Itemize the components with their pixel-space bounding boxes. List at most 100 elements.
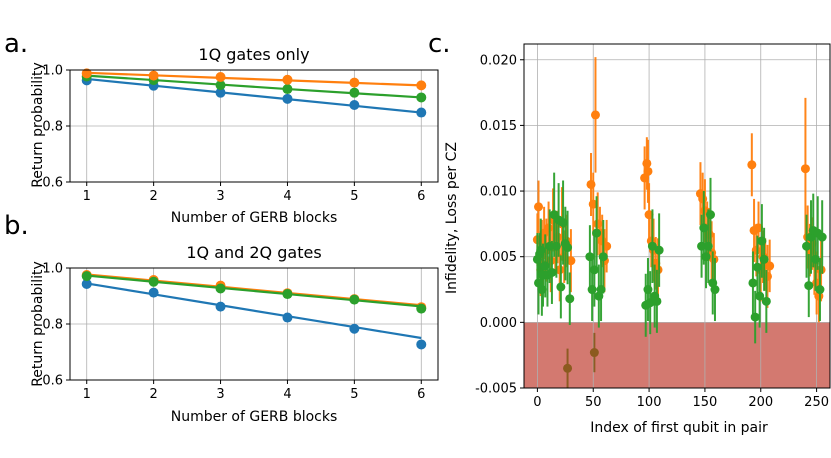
scatter-point [589, 348, 599, 358]
scatter-point [765, 261, 775, 271]
scatter-point [706, 210, 716, 220]
scatter-point [555, 265, 565, 275]
tick-label-x: 1 [83, 387, 91, 402]
scatter-point [802, 241, 812, 251]
tick-label-x: 4 [283, 189, 291, 204]
tick-label-y: 0.000 [480, 316, 517, 331]
tick-label-y: 1.0 [42, 262, 63, 277]
tick-label-x: 0 [533, 395, 541, 410]
scatter-point [536, 245, 546, 255]
data-point [81, 271, 92, 282]
scatter-point [816, 265, 826, 275]
scatter-point [547, 267, 557, 277]
tick-label-y: 0.6 [42, 176, 63, 191]
data-point [349, 323, 360, 334]
scatter-point [652, 296, 662, 306]
scatter-point [757, 236, 767, 246]
scatter-point [642, 158, 652, 168]
scatter-point [800, 164, 810, 174]
tick-label-x: 150 [693, 395, 718, 410]
tick-label-y: 0.6 [42, 374, 63, 389]
scatter-point [710, 285, 720, 295]
scatter-point [653, 265, 663, 275]
data-point [416, 92, 427, 103]
panel-c-xlabel: Index of first qubit in pair [590, 420, 768, 436]
data-point [81, 68, 92, 79]
scatter-point [537, 285, 547, 295]
data-point [349, 77, 360, 88]
tick-label-x: 5 [350, 387, 358, 402]
data-point [416, 107, 427, 118]
scatter-point [644, 210, 654, 220]
fit-line-1 [86, 74, 422, 99]
panel-c-ylabel: Infidelity, Loss per CZ [444, 142, 460, 294]
panel-a: a. 1Q gates only Number of GERB blocks R… [4, 29, 439, 226]
fit-line-2 [86, 71, 422, 87]
scatter-point [647, 241, 657, 251]
scatter-point [645, 298, 655, 308]
tick-label-x: 2 [149, 189, 157, 204]
scatter-point [762, 271, 772, 281]
data-point [282, 93, 293, 104]
tick-label-x: 6 [417, 387, 425, 402]
scatter-point [598, 252, 608, 262]
scatter-point [654, 245, 664, 255]
fit-line-0 [86, 282, 422, 340]
scatter-point [593, 219, 603, 229]
tick-label-x: 3 [216, 189, 224, 204]
scatter-point [815, 285, 825, 295]
panel-c: c. Index of first qubit in pair Infideli… [428, 29, 831, 436]
scatter-point [804, 281, 814, 291]
scatter-point [563, 243, 573, 253]
scatter-point [703, 241, 713, 251]
scatter-point [817, 232, 827, 242]
data-point [148, 70, 159, 81]
scatter-point [596, 285, 606, 295]
tick-label-x: 2 [149, 387, 157, 402]
data-point [349, 100, 360, 110]
tick-label-x: 4 [283, 387, 291, 402]
data-point [215, 301, 226, 312]
panel-b-title: 1Q and 2Q gates [186, 243, 321, 262]
data-point [81, 278, 92, 289]
data-point [215, 72, 226, 82]
tick-label-y: 0.8 [42, 120, 63, 135]
panel-b-letter: b. [4, 211, 29, 241]
scatter-point [810, 254, 820, 264]
fit-line-2 [86, 274, 422, 308]
panel-c-letter: c. [428, 29, 451, 59]
scatter-point [563, 363, 573, 373]
scatter-point [556, 282, 566, 292]
scatter-point [759, 254, 769, 264]
scatter-point [748, 278, 758, 288]
panel-a-letter: a. [4, 29, 28, 59]
scatter-point [602, 241, 612, 251]
scatter-point [701, 252, 711, 262]
data-point [282, 74, 293, 85]
data-point [215, 283, 226, 294]
scatter-point [553, 232, 563, 242]
fit-line-0 [86, 77, 422, 114]
data-point [416, 339, 427, 350]
scatter-point [698, 194, 708, 204]
panel-b-ylabel: Return probability [30, 261, 46, 387]
tick-label-x: 50 [585, 395, 602, 410]
panel-b-xlabel: Number of GERB blocks [171, 409, 338, 425]
scatter-point [534, 202, 544, 212]
tick-label-y: 0.8 [42, 318, 63, 333]
tick-label-x: 6 [417, 189, 425, 204]
scatter-point [699, 223, 709, 233]
fit-line-1 [86, 273, 422, 307]
tick-label-y: 1.0 [42, 64, 63, 79]
scatter-point [755, 291, 765, 301]
scatter-point [589, 265, 599, 275]
scatter-point [643, 285, 653, 295]
panel-a-title: 1Q gates only [198, 45, 309, 64]
data-point [215, 80, 226, 91]
scatter-point [551, 241, 561, 251]
panel-a-ylabel: Return probability [30, 62, 46, 188]
tick-label-y: 0.010 [480, 185, 517, 200]
scatter-point [587, 285, 597, 295]
tick-label-x: 250 [804, 395, 829, 410]
